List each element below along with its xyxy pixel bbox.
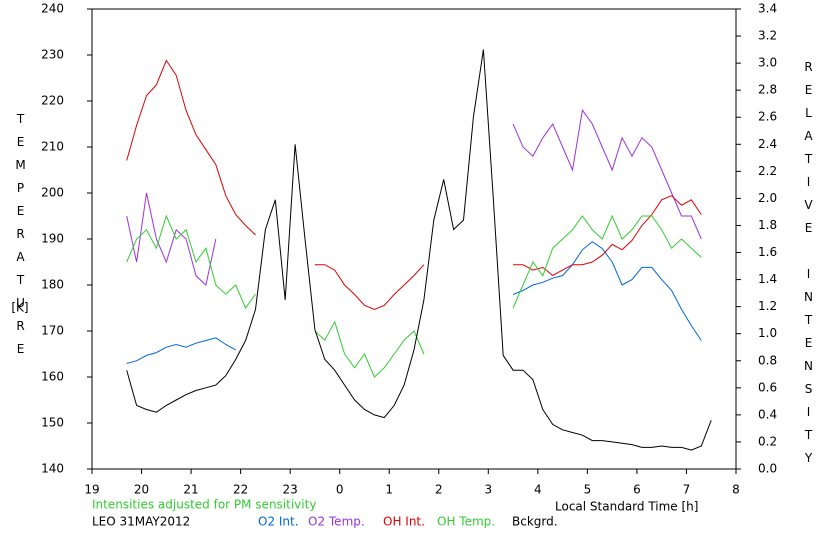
y2-tick-label: 2.4 bbox=[758, 137, 777, 151]
y2-tick-label: 3.0 bbox=[758, 56, 777, 70]
y2-tick-label: 1.8 bbox=[758, 218, 777, 232]
legend-entry: OH Temp. bbox=[437, 515, 495, 529]
legend-entry: OH Int. bbox=[383, 515, 425, 529]
y-tick-label: 180 bbox=[41, 278, 64, 292]
y-tick-label: 210 bbox=[41, 140, 64, 154]
x-tick-label: 23 bbox=[283, 483, 298, 497]
note: Intensities adjusted for PM sensitivity bbox=[92, 498, 316, 512]
y2-tick-label: 1.4 bbox=[758, 272, 777, 286]
y2-tick-label: 0.4 bbox=[758, 407, 777, 421]
y-tick-label: 170 bbox=[41, 324, 64, 338]
y2-tick-label: 0.6 bbox=[758, 380, 777, 394]
y-tick-label: 230 bbox=[41, 48, 64, 62]
series-line bbox=[126, 49, 712, 451]
station-label: LEO 31MAY2012 bbox=[92, 515, 190, 529]
y-axis-label: TEMPERATURE bbox=[14, 112, 28, 365]
y2-tick-label: 0.0 bbox=[758, 462, 777, 476]
x-tick-label: 22 bbox=[233, 483, 248, 497]
x-tick-label: 8 bbox=[732, 483, 740, 497]
x-tick-label: 2 bbox=[435, 483, 443, 497]
series-line bbox=[126, 214, 702, 378]
x-tick-label: 19 bbox=[84, 483, 99, 497]
legend-entry: O2 Temp. bbox=[308, 515, 365, 529]
y-tick-label: 190 bbox=[41, 232, 64, 246]
y-tick-label: 240 bbox=[41, 2, 64, 16]
y2-axis-label: RELATIVE INTENSITY bbox=[802, 60, 816, 474]
x-tick-label: 6 bbox=[633, 483, 641, 497]
x-tick-label: 5 bbox=[584, 483, 592, 497]
y-tick-label: 160 bbox=[41, 370, 64, 384]
x-tick-label: 7 bbox=[683, 483, 691, 497]
y-tick-label: 200 bbox=[41, 186, 64, 200]
y-axis-unit: [K] bbox=[11, 301, 28, 315]
y2-tick-label: 3.4 bbox=[758, 2, 777, 16]
y2-tick-label: 1.0 bbox=[758, 326, 777, 340]
y2-tick-label: 1.6 bbox=[758, 245, 777, 259]
x-tick-label: 4 bbox=[534, 483, 542, 497]
series-line bbox=[126, 108, 702, 286]
y2-tick-label: 2.6 bbox=[758, 110, 777, 124]
y2-tick-label: 2.8 bbox=[758, 83, 777, 97]
y2-tick-label: 0.8 bbox=[758, 353, 777, 367]
x-tick-label: 3 bbox=[484, 483, 492, 497]
series-line bbox=[126, 241, 702, 364]
series-line bbox=[126, 59, 702, 310]
x-tick-label: 0 bbox=[336, 483, 344, 497]
x-tick-label: 21 bbox=[183, 483, 198, 497]
x-tick-label: 20 bbox=[134, 483, 149, 497]
y2-tick-label: 2.2 bbox=[758, 164, 777, 178]
x-axis-label: Local Standard Time [h] bbox=[555, 500, 698, 514]
y-tick-label: 140 bbox=[41, 462, 64, 476]
y-tick-label: 150 bbox=[41, 416, 64, 430]
x-tick-label: 1 bbox=[385, 483, 393, 497]
legend-entry: Bckgrd. bbox=[512, 515, 558, 529]
y2-tick-label: 2.0 bbox=[758, 191, 777, 205]
y2-tick-label: 3.2 bbox=[758, 29, 777, 43]
y2-tick-label: 0.2 bbox=[758, 434, 777, 448]
y-tick-label: 220 bbox=[41, 94, 64, 108]
legend-entry: O2 Int. bbox=[258, 515, 299, 529]
y2-tick-label: 1.2 bbox=[758, 299, 777, 313]
